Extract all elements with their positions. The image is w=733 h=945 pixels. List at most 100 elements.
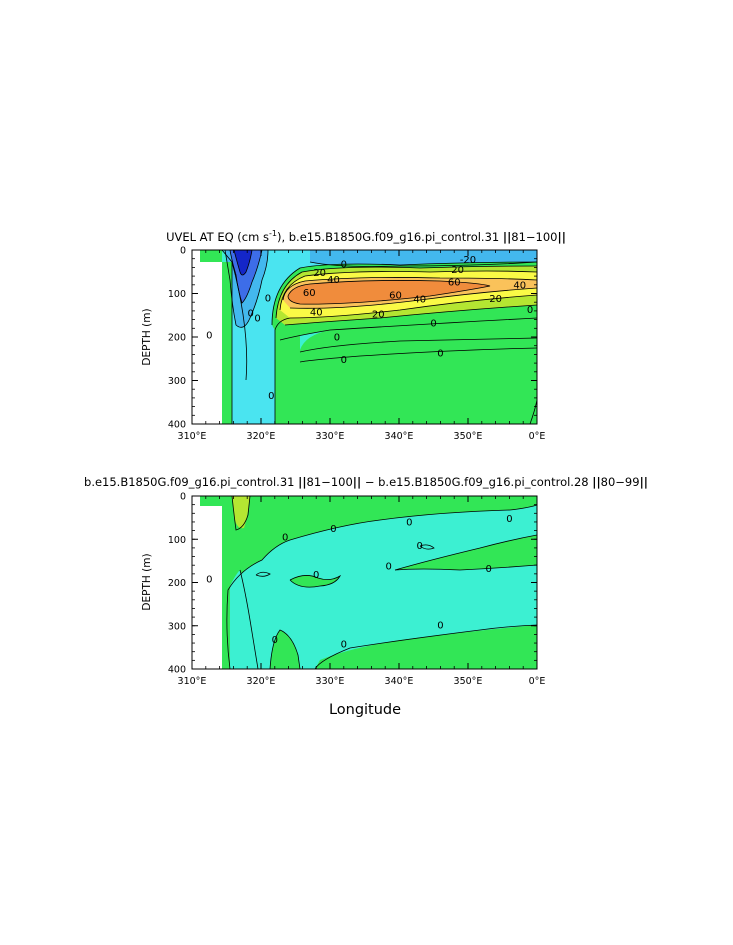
y-tick-label: 300 <box>168 621 186 632</box>
coastal-strip <box>200 250 222 262</box>
contour-label: 0 <box>313 570 319 581</box>
x-tick-label: 320°E <box>247 676 276 687</box>
contour-label: 20 <box>451 265 464 276</box>
panel-2-title: b.e15.B1850G.f09_g16.pi_control.31 ||81−… <box>84 475 648 489</box>
contour-line <box>299 347 537 363</box>
contour-label: 0 <box>385 562 391 573</box>
contour-label: 20 <box>489 294 502 305</box>
y-tick-label: 400 <box>168 665 186 676</box>
field-aqua-column <box>228 570 258 669</box>
contour-label: 0 <box>254 313 260 324</box>
contour-line <box>287 280 491 305</box>
contour-label: 0 <box>406 517 412 528</box>
contour-line <box>226 504 537 669</box>
contour-line <box>233 250 253 276</box>
contour-line <box>419 544 435 550</box>
y-tick-label: 300 <box>168 376 186 387</box>
contour-label: 60 <box>448 277 461 288</box>
x-tick-label: 0°E <box>529 431 546 442</box>
x-tick-label: 330°E <box>316 676 345 687</box>
contour-label: 0 <box>437 620 443 631</box>
contour-label: 0 <box>282 533 288 544</box>
contour-line <box>279 317 537 341</box>
contour-line <box>231 496 251 531</box>
y-tick-label: 0 <box>180 492 186 503</box>
panel-2-axes: 310°E 320°E 330°E 340°E 350°E 0°E 0 100 200 300 40… <box>168 492 546 688</box>
contour-label: 0 <box>417 541 423 552</box>
contour-label: 40 <box>327 275 340 286</box>
y-tick-label: 100 <box>168 289 186 300</box>
contour-line <box>394 564 537 571</box>
land-mask <box>192 496 222 669</box>
y-tick-label: 0 <box>180 246 186 257</box>
x-tick-label: 340°E <box>385 676 414 687</box>
coastal-column <box>222 262 232 424</box>
contour-line <box>289 574 342 588</box>
panel-1-axes: 310°E 320°E 330°E 340°E 350°E 0°E010020030040… <box>168 246 546 443</box>
panel-2-fields <box>192 496 537 669</box>
contour-line <box>275 265 537 319</box>
x-tick-label: 350°E <box>454 676 483 687</box>
field-green-tongue <box>395 535 537 570</box>
contour-label: 0 <box>341 639 347 650</box>
contour-label: 60 <box>389 290 402 301</box>
contour-line <box>274 317 291 424</box>
contour-label: 60 <box>303 288 316 299</box>
contour-label: 0 <box>206 575 212 586</box>
contour-label: 0 <box>272 635 278 646</box>
field-yellow-green <box>232 496 250 529</box>
contour-line <box>269 629 301 669</box>
x-tick-label: 310°E <box>178 676 207 687</box>
contour-label: 40 <box>310 308 323 319</box>
contour-label: 0 <box>437 349 443 360</box>
panel-2-contour-labels: 0 0 0 0 0 0 0 0 0 0 0 0 <box>206 514 513 650</box>
contour-line <box>284 304 537 326</box>
contour-label: 0 <box>330 524 336 535</box>
contour-line <box>224 250 269 328</box>
panel-2-ylabel: DEPTH (m) <box>141 553 153 610</box>
contour-line <box>282 277 537 301</box>
panel-2-xlabel: Longitude <box>329 702 401 718</box>
field-green-west <box>275 318 300 424</box>
panel-1-title: UVEL AT EQ (cm s-1), b.e15.B1850G.f09_g1… <box>166 229 566 244</box>
contour-line <box>239 569 259 669</box>
contour-label: 0 <box>486 564 492 575</box>
contour-line <box>279 270 537 311</box>
contour-label: 0 <box>268 391 274 402</box>
contour-label: 0 <box>247 309 253 320</box>
y-tick-label: 100 <box>168 535 186 546</box>
contour-label: 0 <box>341 355 347 366</box>
contour-line <box>255 571 271 577</box>
contour-label: 40 <box>413 295 426 306</box>
contour-label: -20 <box>460 255 476 266</box>
contour-label: 40 <box>513 280 526 291</box>
contour-label: 20 <box>372 309 385 320</box>
field-green-blob <box>270 630 300 669</box>
field-dark-blue <box>234 250 252 275</box>
contour-label: 20 <box>313 268 326 279</box>
contour-label: 0 <box>341 259 347 270</box>
panel-1-ylabel: DEPTH (m) <box>141 308 153 365</box>
x-tick-label: 310°E <box>178 431 207 442</box>
field-green-surface <box>228 496 537 564</box>
panel-difference: b.e15.B1850G.f09_g16.pi_control.31 ||81−… <box>84 475 648 718</box>
contour-line <box>394 534 537 571</box>
x-tick-label: 320°E <box>247 431 276 442</box>
contour-line <box>221 250 248 381</box>
coastal-strip <box>200 496 222 506</box>
field-orange <box>288 280 490 305</box>
x-tick-label: 340°E <box>385 431 414 442</box>
y-tick-label: 200 <box>168 333 186 344</box>
field-green-patch <box>290 575 340 588</box>
panel-1-fields <box>192 250 537 424</box>
panel-uvel: UVEL AT EQ (cm s-1), b.e15.B1850G.f09_g1… <box>141 229 566 442</box>
contour-line <box>229 250 263 304</box>
contour-label: 0 <box>506 514 512 525</box>
contour-line <box>289 294 537 319</box>
contour-label: 0 <box>206 330 212 341</box>
x-tick-label: 330°E <box>316 431 345 442</box>
contour-line <box>299 337 537 353</box>
contour-line <box>289 287 537 309</box>
